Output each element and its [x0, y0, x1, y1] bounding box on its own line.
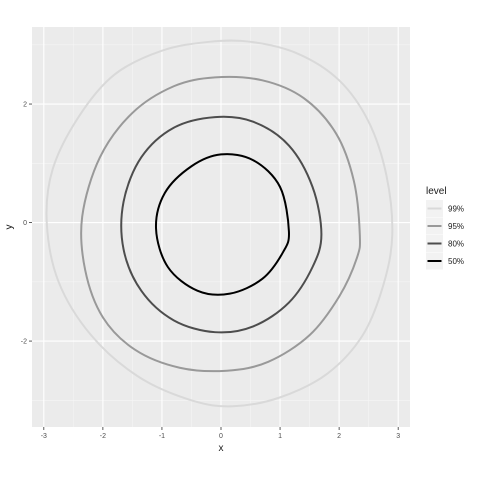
- x-axis-ticks: -3 -2 -1 0 1 2 3: [41, 427, 400, 440]
- legend-label: 99%: [448, 205, 464, 214]
- x-tick-label: -2: [100, 433, 106, 440]
- contour-line-95pct: [80, 75, 362, 373]
- x-axis-title: x: [219, 443, 224, 454]
- x-tick-label: 1: [278, 433, 282, 440]
- legend: level 99% 95% 80% 50%: [426, 186, 464, 270]
- legend-label: 95%: [448, 222, 464, 231]
- y-tick-label: 0: [23, 220, 27, 227]
- y-tick-label: 2: [23, 102, 27, 109]
- contour-lines: [45, 39, 394, 408]
- contour-line-50pct: [155, 153, 290, 296]
- x-tick-label: 0: [219, 433, 223, 440]
- y-axis-ticks: -2 0 2: [21, 102, 32, 346]
- legend-title: level: [426, 186, 447, 197]
- legend-label: 50%: [448, 257, 464, 266]
- y-tick-label: -2: [21, 339, 27, 346]
- x-tick-label: 3: [396, 433, 400, 440]
- contour-line-80pct: [120, 115, 323, 334]
- legend-label: 80%: [448, 240, 464, 249]
- contour-line-99pct: [45, 39, 394, 408]
- legend-items: 99% 95% 80% 50%: [426, 200, 464, 270]
- y-axis-title: y: [4, 225, 15, 230]
- x-tick-label: 2: [337, 433, 341, 440]
- x-tick-label: -3: [41, 433, 47, 440]
- x-tick-label: -1: [159, 433, 165, 440]
